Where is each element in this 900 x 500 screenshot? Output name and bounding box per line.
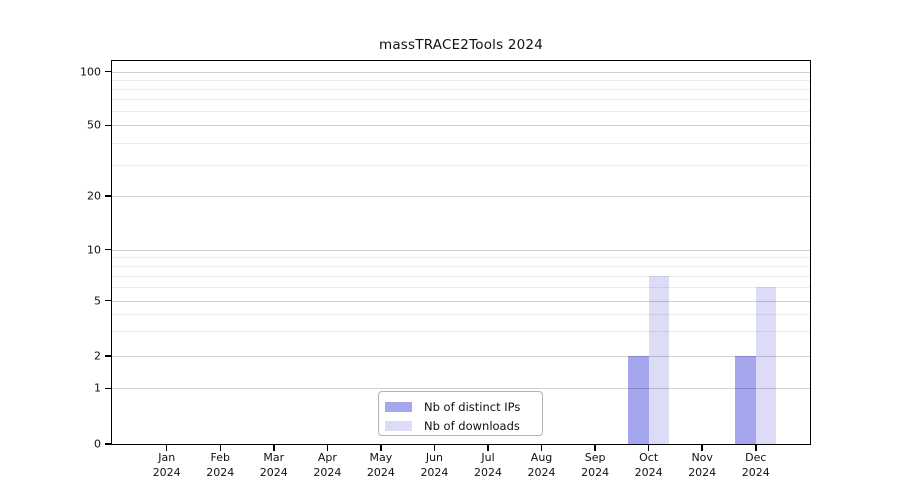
x-tick-label-jan: Jan 2024 xyxy=(153,450,181,480)
bar-distinct-ips xyxy=(628,356,649,445)
year-label: 2024 xyxy=(581,466,610,479)
year-label: 2024 xyxy=(259,466,288,479)
year-label: 2024 xyxy=(474,466,502,479)
x-tick-label-nov: Nov 2024 xyxy=(688,450,716,480)
x-axis-tick xyxy=(540,445,543,451)
x-tick-label-jun: Jun 2024 xyxy=(420,450,448,480)
x-axis-tick xyxy=(647,445,650,451)
x-axis-tick xyxy=(701,445,703,451)
month-label: Jun xyxy=(425,451,444,464)
x-tick-label-mar: Mar 2024 xyxy=(260,450,288,480)
legend-label: Nb of distinct IPs xyxy=(424,399,521,414)
y-tick-label: 100 xyxy=(80,65,101,79)
month-label: Sep xyxy=(584,451,606,464)
y-axis-tick xyxy=(104,299,111,302)
legend: Nb of distinct IPs Nb of downloads xyxy=(378,391,543,436)
y-axis-tick xyxy=(104,70,111,73)
x-axis-tick xyxy=(487,445,489,451)
chart-title: massTRACE2Tools 2024 xyxy=(378,37,544,53)
month-label: Mar xyxy=(263,451,285,464)
month-label: Jan xyxy=(158,451,176,464)
y-tick-label: 2 xyxy=(94,349,101,363)
gridline-minor xyxy=(111,287,811,289)
x-tick-label-apr: Apr 2024 xyxy=(313,450,341,480)
y-tick-label: 50 xyxy=(87,118,101,132)
y-axis-tick xyxy=(104,195,111,197)
x-tick-label-dec: Dec 2024 xyxy=(742,450,770,480)
x-axis-tick xyxy=(219,445,221,451)
legend-swatch-distinct-ips xyxy=(385,401,412,412)
y-axis-tick xyxy=(104,387,111,390)
month-label: Dec xyxy=(745,451,767,464)
gridline-major xyxy=(111,71,811,73)
month-label: Oct xyxy=(639,451,659,464)
year-label: 2024 xyxy=(366,466,395,479)
gridline-major xyxy=(111,300,811,302)
month-label: Nov xyxy=(691,451,713,464)
plot-frame xyxy=(111,60,811,445)
month-label: Apr xyxy=(317,451,337,464)
y-axis-tick xyxy=(104,355,111,357)
year-label: 2024 xyxy=(152,466,181,479)
x-tick-label-aug: Aug 2024 xyxy=(528,450,556,480)
x-axis-tick xyxy=(326,445,329,451)
legend-label: Nb of downloads xyxy=(424,418,520,433)
plot-area: 0 1 2 5 10 20 50 100 Jan 2024 Feb 2024 Mar 2024 Apr 202… xyxy=(80,60,811,479)
y-axis-tick xyxy=(104,443,111,445)
gridline-minor xyxy=(111,142,811,144)
month-label: May xyxy=(369,451,393,464)
gridline-minor xyxy=(111,314,811,316)
gridline-minor xyxy=(111,79,811,81)
gridline-major xyxy=(111,249,811,251)
year-label: 2024 xyxy=(313,466,342,479)
legend-swatch-downloads xyxy=(385,420,412,431)
y-tick-label: 1 xyxy=(94,381,101,395)
legend-entry: Nb of distinct IPs xyxy=(385,397,542,416)
year-label: 2024 xyxy=(688,466,717,479)
x-axis-tick xyxy=(433,445,436,451)
month-label: Aug xyxy=(530,451,553,464)
gridline-minor xyxy=(111,257,811,259)
year-label: 2024 xyxy=(634,466,663,479)
gridline-minor xyxy=(111,266,811,268)
month-label: Feb xyxy=(210,451,230,464)
x-axis-tick xyxy=(165,445,168,451)
x-tick-label-oct: Oct 2024 xyxy=(635,450,663,480)
x-axis-tick xyxy=(380,445,382,451)
y-tick-label: 0 xyxy=(94,437,101,451)
month-label: Jul xyxy=(481,451,495,464)
x-tick-label-feb: Feb 2024 xyxy=(206,450,234,480)
y-tick-label: 10 xyxy=(87,243,101,257)
x-tick-label-jul: Jul 2024 xyxy=(474,450,502,480)
gridline-major xyxy=(111,196,811,198)
x-axis-tick xyxy=(594,445,596,451)
gridline-minor xyxy=(111,164,811,166)
bar-distinct-ips xyxy=(735,356,756,445)
gridline-major xyxy=(111,125,811,127)
year-label: 2024 xyxy=(527,466,556,479)
x-axis-tick xyxy=(273,445,275,451)
x-tick-label-may: May 2024 xyxy=(367,450,395,480)
x-tick-label-sep: Sep 2024 xyxy=(581,450,609,480)
x-axis-tick xyxy=(755,445,757,451)
year-label: 2024 xyxy=(741,466,770,479)
gridline-minor xyxy=(111,275,811,277)
gridline-minor xyxy=(111,88,811,90)
y-axis-tick xyxy=(104,248,111,251)
gridline-minor xyxy=(111,111,811,113)
year-label: 2024 xyxy=(420,466,449,479)
y-axis-tick xyxy=(104,124,111,127)
y-tick-label: 20 xyxy=(87,189,101,203)
bar-downloads xyxy=(648,275,670,445)
gridline-major xyxy=(111,356,811,357)
gridline-minor xyxy=(111,331,811,333)
legend-entry: Nb of downloads xyxy=(385,416,542,435)
year-label: 2024 xyxy=(206,466,235,479)
y-tick-label: 5 xyxy=(94,294,101,307)
bar-downloads xyxy=(755,287,777,445)
gridline-major xyxy=(111,388,811,390)
gridline-minor xyxy=(111,99,811,101)
